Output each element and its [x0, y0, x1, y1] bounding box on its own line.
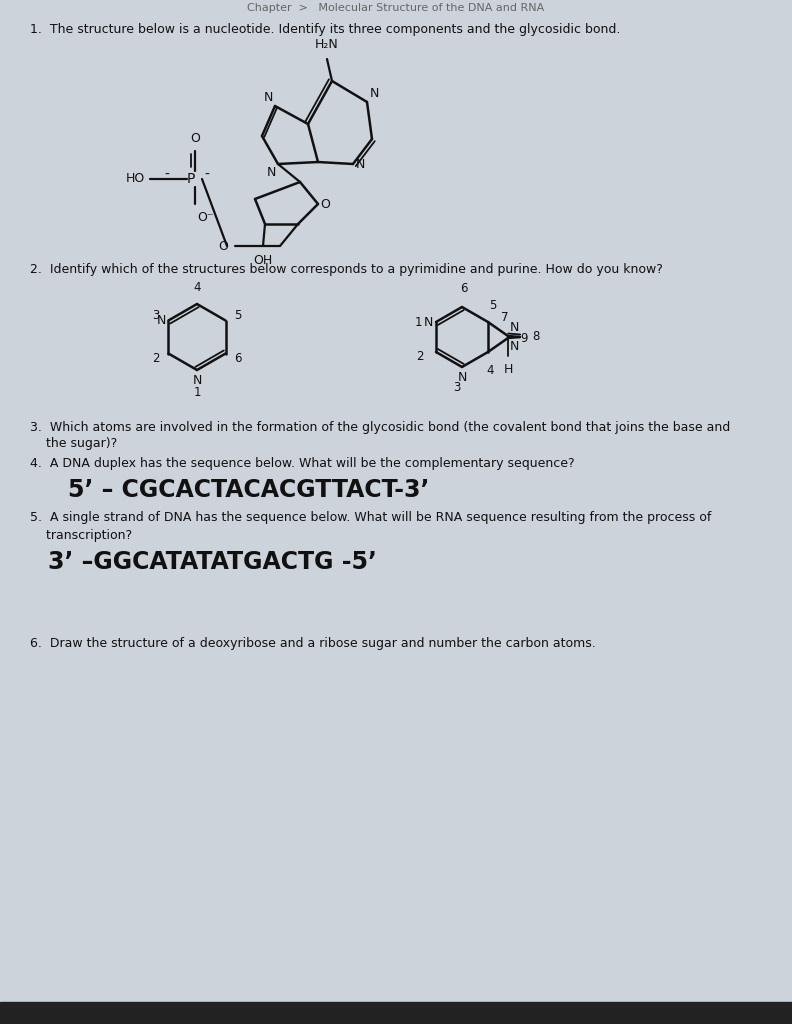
- Text: N: N: [192, 374, 202, 387]
- Text: the sugar)?: the sugar)?: [30, 437, 117, 451]
- Text: -: -: [165, 168, 169, 182]
- Text: H: H: [503, 362, 512, 376]
- Text: 3: 3: [453, 381, 461, 394]
- Text: 4: 4: [486, 364, 493, 377]
- Text: 2: 2: [417, 350, 424, 364]
- Text: 5: 5: [234, 309, 242, 322]
- Text: N: N: [424, 315, 433, 329]
- Text: N: N: [457, 371, 466, 384]
- Text: O: O: [320, 198, 330, 211]
- Text: 1: 1: [414, 315, 422, 329]
- Text: 5.  A single strand of DNA has the sequence below. What will be RNA sequence res: 5. A single strand of DNA has the sequen…: [30, 512, 711, 524]
- Text: 3.  Which atoms are involved in the formation of the glycosidic bond (the covale: 3. Which atoms are involved in the forma…: [30, 421, 730, 433]
- Text: 6.  Draw the structure of a deoxyribose and a ribose sugar and number the carbon: 6. Draw the structure of a deoxyribose a…: [30, 638, 596, 650]
- Text: HO: HO: [126, 172, 145, 185]
- Text: 2.  Identify which of the structures below corresponds to a pyrimidine and purin: 2. Identify which of the structures belo…: [30, 262, 663, 275]
- Text: P: P: [187, 172, 195, 186]
- Text: -: -: [204, 168, 209, 182]
- Text: 6: 6: [234, 352, 242, 365]
- Text: N: N: [264, 91, 273, 104]
- Text: Chapter  >   Molecular Structure of the DNA and RNA: Chapter > Molecular Structure of the DNA…: [247, 3, 545, 13]
- Text: 2: 2: [152, 352, 159, 365]
- Text: O⁻: O⁻: [197, 211, 214, 224]
- Text: 9: 9: [520, 332, 527, 344]
- Text: 1.  The structure below is a nucleotide. Identify its three components and the g: 1. The structure below is a nucleotide. …: [30, 23, 620, 36]
- Text: 5’ – CGCACTACACGTTACT-3’: 5’ – CGCACTACACGTTACT-3’: [68, 478, 429, 502]
- Text: 5: 5: [489, 299, 497, 312]
- Text: N: N: [267, 166, 276, 179]
- Text: N: N: [157, 314, 166, 327]
- Text: O: O: [218, 240, 228, 253]
- Text: 3: 3: [152, 309, 159, 322]
- Text: N: N: [356, 158, 365, 171]
- Text: O: O: [190, 132, 200, 145]
- Text: N: N: [370, 87, 379, 100]
- Text: 6: 6: [460, 282, 468, 295]
- Text: 8: 8: [532, 331, 539, 343]
- Text: 4: 4: [193, 281, 200, 294]
- Text: 7: 7: [501, 311, 508, 324]
- Text: OH: OH: [253, 254, 272, 267]
- Text: transcription?: transcription?: [30, 528, 132, 542]
- Text: N: N: [510, 321, 520, 334]
- Text: 3’ –GGCATATATGACTG -5’: 3’ –GGCATATATGACTG -5’: [48, 550, 377, 574]
- Text: N: N: [510, 340, 520, 353]
- Text: 1: 1: [193, 386, 200, 399]
- Text: 4.  A DNA duplex has the sequence below. What will be the complementary sequence: 4. A DNA duplex has the sequence below. …: [30, 458, 575, 470]
- Text: H₂N: H₂N: [315, 38, 339, 51]
- Bar: [0, 1002, 792, 1024]
